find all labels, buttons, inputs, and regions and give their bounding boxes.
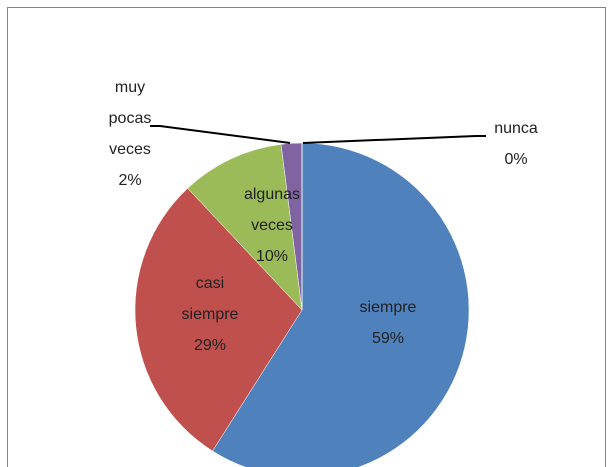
pie-slice: [187, 144, 303, 311]
slice-label: algunas veces: [244, 186, 300, 234]
pie-slice: [212, 142, 470, 467]
slice-value-label: 59%: [372, 330, 404, 347]
slice-label: casi siempre: [182, 275, 239, 323]
leader-line: [150, 125, 291, 144]
slice-label: muy pocas veces: [109, 79, 152, 158]
slice-label: nunca: [494, 120, 538, 137]
slice-value-label: 2%: [118, 172, 141, 189]
slice-value-label: 29%: [194, 337, 226, 354]
slice-label: siempre: [360, 299, 417, 316]
labels: siempre 59% casi siempre 29% algunas veces 10% m…: [109, 79, 538, 354]
pie-slice: [134, 187, 303, 452]
slice-value-label: 0%: [504, 151, 527, 168]
leader-line: [302, 135, 486, 144]
slice-value-label: 10%: [256, 248, 288, 265]
pie: [134, 142, 470, 467]
